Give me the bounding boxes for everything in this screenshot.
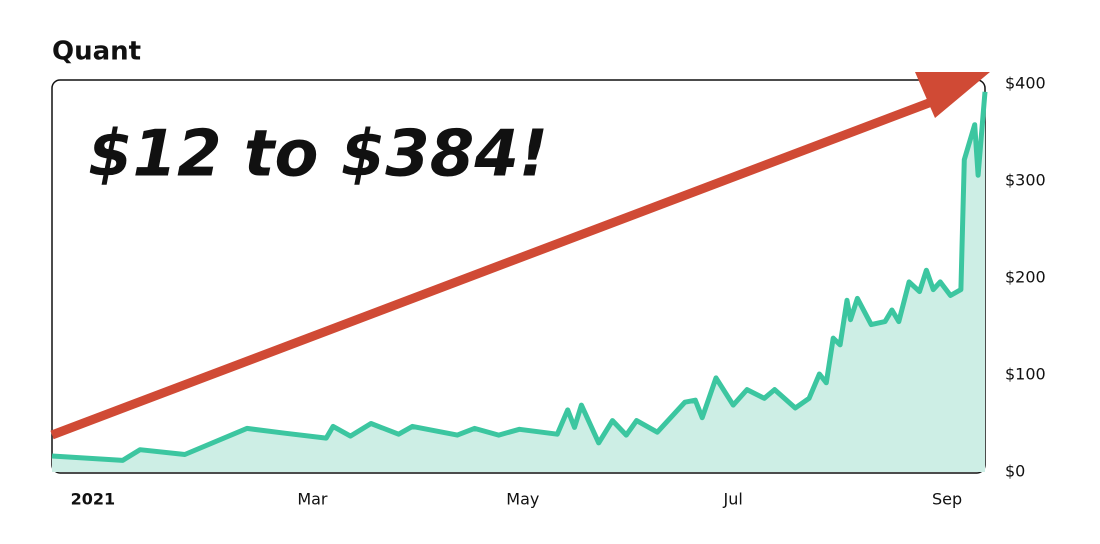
x-tick-label: 2021 [71, 490, 116, 509]
area-fill [52, 91, 985, 473]
chart-title: Quant [52, 37, 141, 67]
trend-arrow [50, 90, 952, 440]
x-tick-label: Jul [723, 490, 743, 509]
y-tick-label: $400 [1005, 74, 1046, 93]
plot-area [51, 91, 988, 473]
y-tick-label: $0 [1005, 462, 1025, 481]
x-tick-label: Mar [297, 490, 328, 509]
price-line [51, 91, 988, 463]
y-tick-label: $200 [1005, 268, 1046, 287]
arrow-head [915, 72, 990, 118]
x-tick-label: May [506, 490, 539, 509]
y-tick-label: $100 [1005, 365, 1046, 384]
y-tick-label: $300 [1005, 171, 1046, 190]
x-tick-label: Sep [932, 490, 962, 509]
annotation: $12 to $384! [88, 118, 548, 192]
